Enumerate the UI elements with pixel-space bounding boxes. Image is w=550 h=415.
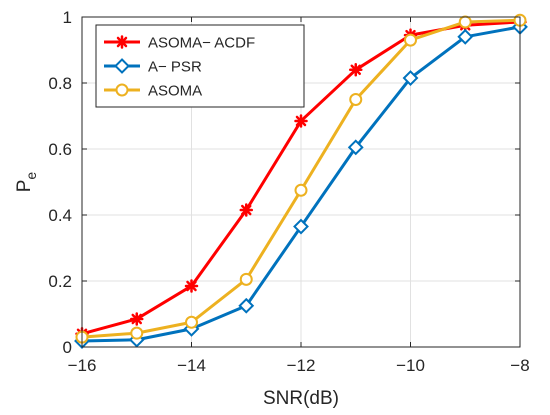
data-point bbox=[402, 70, 419, 86]
asterisk-stroke bbox=[116, 36, 128, 48]
data-point bbox=[130, 312, 144, 326]
legend-label: ASOMA bbox=[148, 83, 202, 100]
data-point bbox=[239, 203, 253, 217]
x-axis-label: SNR(dB) bbox=[263, 388, 339, 409]
data-point bbox=[293, 218, 309, 235]
asterisk-stroke bbox=[186, 280, 197, 292]
y-tick-label: 0.4 bbox=[48, 206, 72, 225]
x-tick-label: −8 bbox=[510, 356, 529, 375]
data-point bbox=[349, 93, 363, 106]
data-point bbox=[185, 315, 198, 329]
data-point bbox=[239, 272, 253, 286]
ticks: −16 −14 −12 −10 −8 0 0.2 0.4 0.6 0.8 1 bbox=[48, 8, 529, 375]
asterisk-stroke bbox=[131, 313, 142, 325]
data-point bbox=[347, 139, 364, 156]
data-point bbox=[238, 297, 255, 314]
y-tick-label: 0.8 bbox=[48, 74, 72, 93]
asterisk-stroke bbox=[295, 115, 307, 127]
asterisk-stroke bbox=[241, 204, 252, 216]
data-point bbox=[349, 63, 363, 77]
legend-marker bbox=[115, 83, 129, 97]
y-tick-label: 0.2 bbox=[48, 272, 72, 291]
data-point bbox=[457, 28, 474, 45]
y-axis-label: Pe bbox=[14, 172, 39, 193]
x-tick-label: −14 bbox=[177, 356, 206, 375]
data-point bbox=[458, 15, 472, 29]
legend-label: A− PSR bbox=[148, 59, 202, 76]
x-tick-label: −16 bbox=[68, 356, 97, 375]
data-point bbox=[294, 183, 308, 197]
y-tick-label: 0.6 bbox=[48, 140, 72, 159]
y-tick-label: 0 bbox=[63, 338, 72, 357]
x-tick-label: −10 bbox=[396, 356, 425, 375]
legend: ASOMA− ACDF A− PSR ASOMA bbox=[95, 24, 305, 108]
legend-item: A− PSR bbox=[104, 58, 202, 76]
data-point bbox=[294, 114, 308, 128]
data-point bbox=[184, 279, 199, 293]
legend-item: ASOMA− ACDF bbox=[104, 35, 255, 52]
asterisk-stroke bbox=[350, 64, 361, 76]
data-point bbox=[130, 326, 144, 340]
y-tick-label: 1 bbox=[63, 8, 72, 27]
y-axis-label-subscript: e bbox=[23, 172, 39, 180]
legend-label: ASOMA− ACDF bbox=[148, 35, 255, 52]
legend-marker bbox=[115, 35, 129, 49]
legend-item: ASOMA bbox=[104, 83, 202, 100]
y-axis-label-main: P bbox=[14, 180, 35, 193]
legend-marker bbox=[114, 58, 130, 74]
x-tick-label: −12 bbox=[287, 356, 316, 375]
data-point bbox=[404, 33, 417, 47]
